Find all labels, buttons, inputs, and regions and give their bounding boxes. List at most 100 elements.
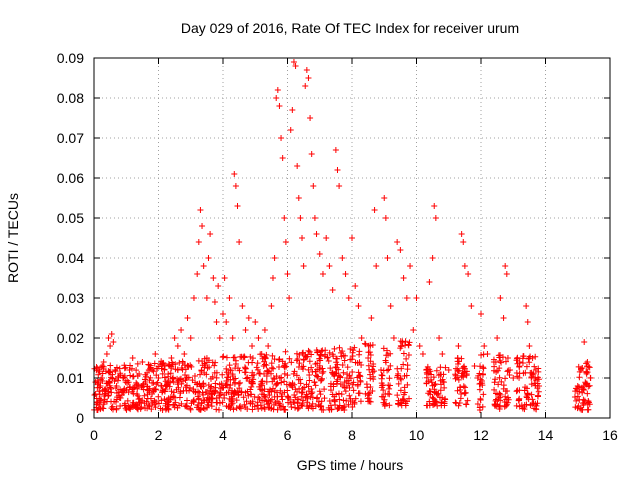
data-point <box>313 347 320 354</box>
data-point <box>278 393 285 400</box>
data-point <box>190 295 197 301</box>
data-point <box>319 271 326 277</box>
data-point <box>347 375 354 382</box>
data-point <box>440 371 447 378</box>
data-point <box>295 363 302 370</box>
data-point <box>345 295 352 301</box>
data-point <box>216 400 223 407</box>
data-point <box>379 372 386 379</box>
data-point <box>478 311 484 317</box>
data-point <box>107 343 114 349</box>
data-point <box>209 390 216 397</box>
data-point <box>314 373 321 380</box>
data-point <box>523 363 530 370</box>
data-point <box>145 402 152 409</box>
data-point <box>384 347 391 354</box>
data-point <box>514 354 521 361</box>
data-point <box>424 363 431 370</box>
data-point <box>367 358 374 365</box>
data-point <box>462 384 469 391</box>
data-point <box>236 367 243 374</box>
data-point <box>271 356 278 363</box>
data-point <box>115 373 122 380</box>
data-point <box>312 382 319 389</box>
data-point <box>283 363 290 370</box>
data-point <box>335 390 342 397</box>
data-point <box>350 387 357 394</box>
data-point <box>480 364 487 371</box>
data-point <box>426 366 433 373</box>
data-point <box>284 271 291 277</box>
data-point <box>394 365 401 372</box>
data-point <box>108 405 115 412</box>
data-point <box>574 393 581 400</box>
data-point <box>316 366 323 373</box>
data-point <box>413 295 420 301</box>
data-point <box>460 383 467 390</box>
data-point <box>490 359 497 365</box>
data-point <box>200 391 207 398</box>
data-point <box>441 400 448 407</box>
data-point <box>295 195 302 201</box>
data-point <box>261 361 268 368</box>
data-point <box>528 391 535 398</box>
data-point <box>279 155 286 161</box>
data-point <box>197 207 204 213</box>
data-point <box>406 395 413 402</box>
data-point <box>173 386 180 393</box>
data-point <box>261 386 268 393</box>
y-axis-label: ROTI / TECUs <box>5 193 21 283</box>
data-point <box>281 378 288 385</box>
data-point <box>352 283 359 289</box>
data-point <box>382 357 389 364</box>
data-point <box>497 358 504 365</box>
data-point <box>577 367 584 373</box>
y-tick-label: 0.01 <box>57 370 84 386</box>
data-point <box>573 397 580 404</box>
data-point <box>584 359 591 365</box>
data-point <box>223 319 230 325</box>
data-point <box>400 350 407 357</box>
chart-title: Day 029 of 2016, Rate Of TEC Index for r… <box>181 20 519 36</box>
data-point <box>207 394 214 401</box>
data-point <box>278 135 285 141</box>
data-point <box>152 404 159 411</box>
data-point <box>455 343 462 349</box>
data-point <box>249 369 256 376</box>
data-point <box>285 393 292 400</box>
data-point <box>284 387 291 394</box>
data-point <box>582 380 589 387</box>
data-point <box>111 367 118 373</box>
data-point <box>330 353 337 360</box>
data-point <box>249 406 256 413</box>
data-point <box>379 382 386 389</box>
data-point <box>191 372 198 379</box>
data-point <box>502 263 509 269</box>
data-point <box>155 400 162 407</box>
data-point <box>574 383 581 389</box>
data-point <box>213 319 220 325</box>
data-point <box>208 375 215 382</box>
data-point <box>297 215 304 221</box>
y-tick-label: 0.02 <box>57 330 84 346</box>
data-point <box>105 335 112 341</box>
data-point <box>336 183 343 189</box>
data-point <box>263 372 270 379</box>
y-tick-label: 0 <box>76 410 84 426</box>
data-point <box>397 387 404 394</box>
data-point <box>127 362 134 369</box>
data-point <box>583 360 590 367</box>
data-point <box>264 368 271 375</box>
data-point <box>584 400 591 407</box>
data-point <box>410 327 417 333</box>
data-point <box>190 399 197 406</box>
data-point <box>158 397 165 404</box>
data-point <box>334 355 341 362</box>
data-point <box>524 319 531 325</box>
data-point <box>498 378 505 385</box>
data-point <box>319 365 326 372</box>
data-point <box>339 255 346 261</box>
data-point <box>243 375 250 382</box>
data-point <box>428 379 435 386</box>
data-point <box>437 377 444 384</box>
